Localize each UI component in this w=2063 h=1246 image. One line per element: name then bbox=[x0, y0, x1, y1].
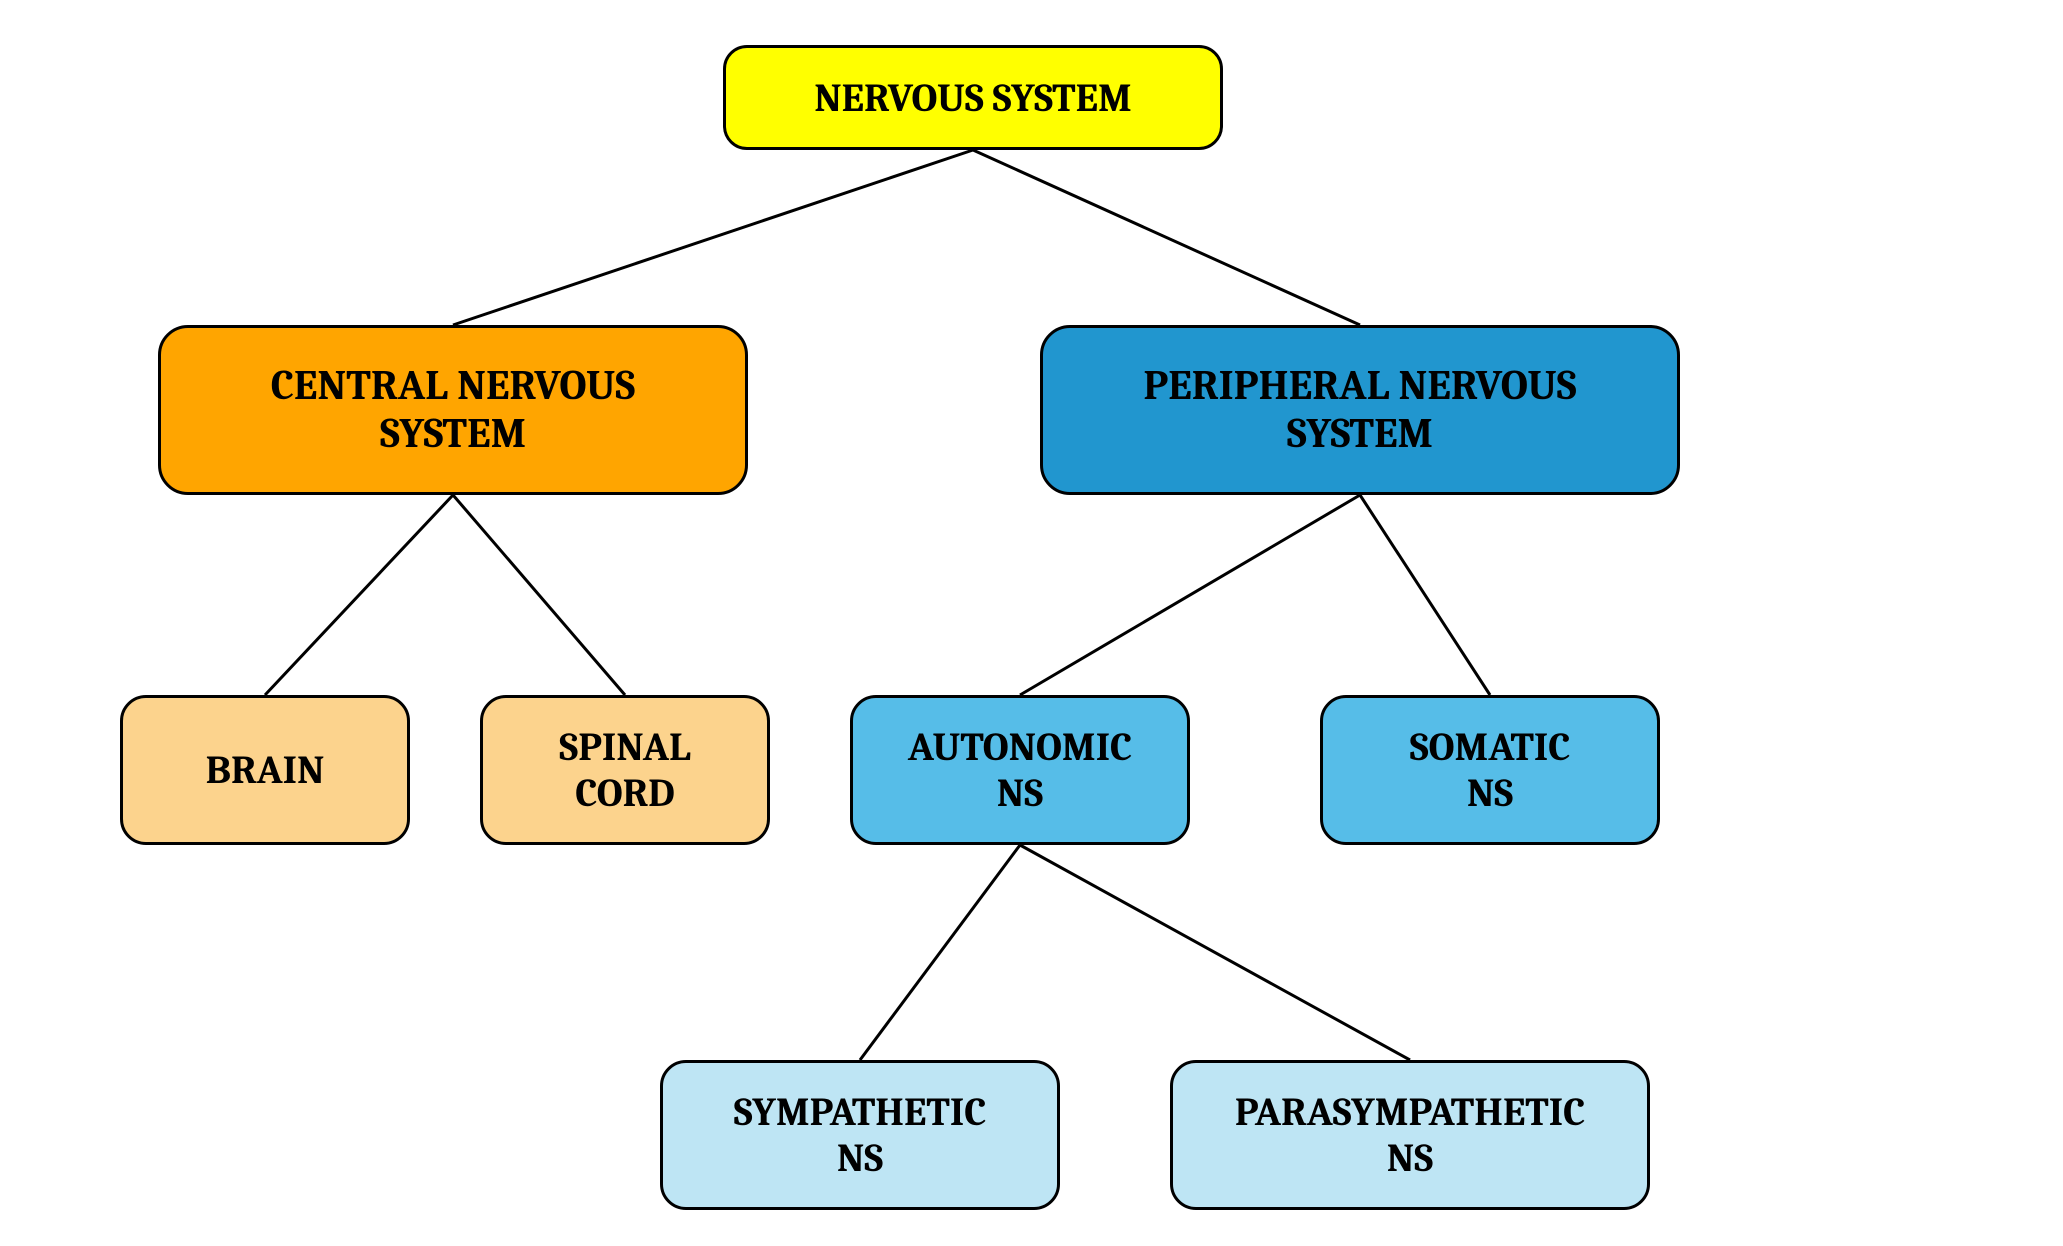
node-brain: BRAIN bbox=[120, 695, 410, 845]
edge-pns-autonomic bbox=[1020, 495, 1360, 695]
node-pns: PERIPHERAL NERVOUS SYSTEM bbox=[1040, 325, 1680, 495]
edge-autonomic-parasympathetic bbox=[1020, 845, 1410, 1060]
edge-pns-somatic bbox=[1360, 495, 1490, 695]
edge-autonomic-sympathetic bbox=[860, 845, 1020, 1060]
node-autonomic: AUTONOMIC NS bbox=[850, 695, 1190, 845]
edge-root-cns bbox=[453, 150, 973, 325]
edge-cns-spinal bbox=[453, 495, 625, 695]
node-spinal: SPINAL CORD bbox=[480, 695, 770, 845]
node-sympathetic: SYMPATHETIC NS bbox=[660, 1060, 1060, 1210]
node-somatic: SOMATIC NS bbox=[1320, 695, 1660, 845]
node-cns: CENTRAL NERVOUS SYSTEM bbox=[158, 325, 748, 495]
edge-root-pns bbox=[973, 150, 1360, 325]
edge-cns-brain bbox=[265, 495, 453, 695]
node-root: NERVOUS SYSTEM bbox=[723, 45, 1223, 150]
node-parasympathetic: PARASYMPATHETIC NS bbox=[1170, 1060, 1650, 1210]
